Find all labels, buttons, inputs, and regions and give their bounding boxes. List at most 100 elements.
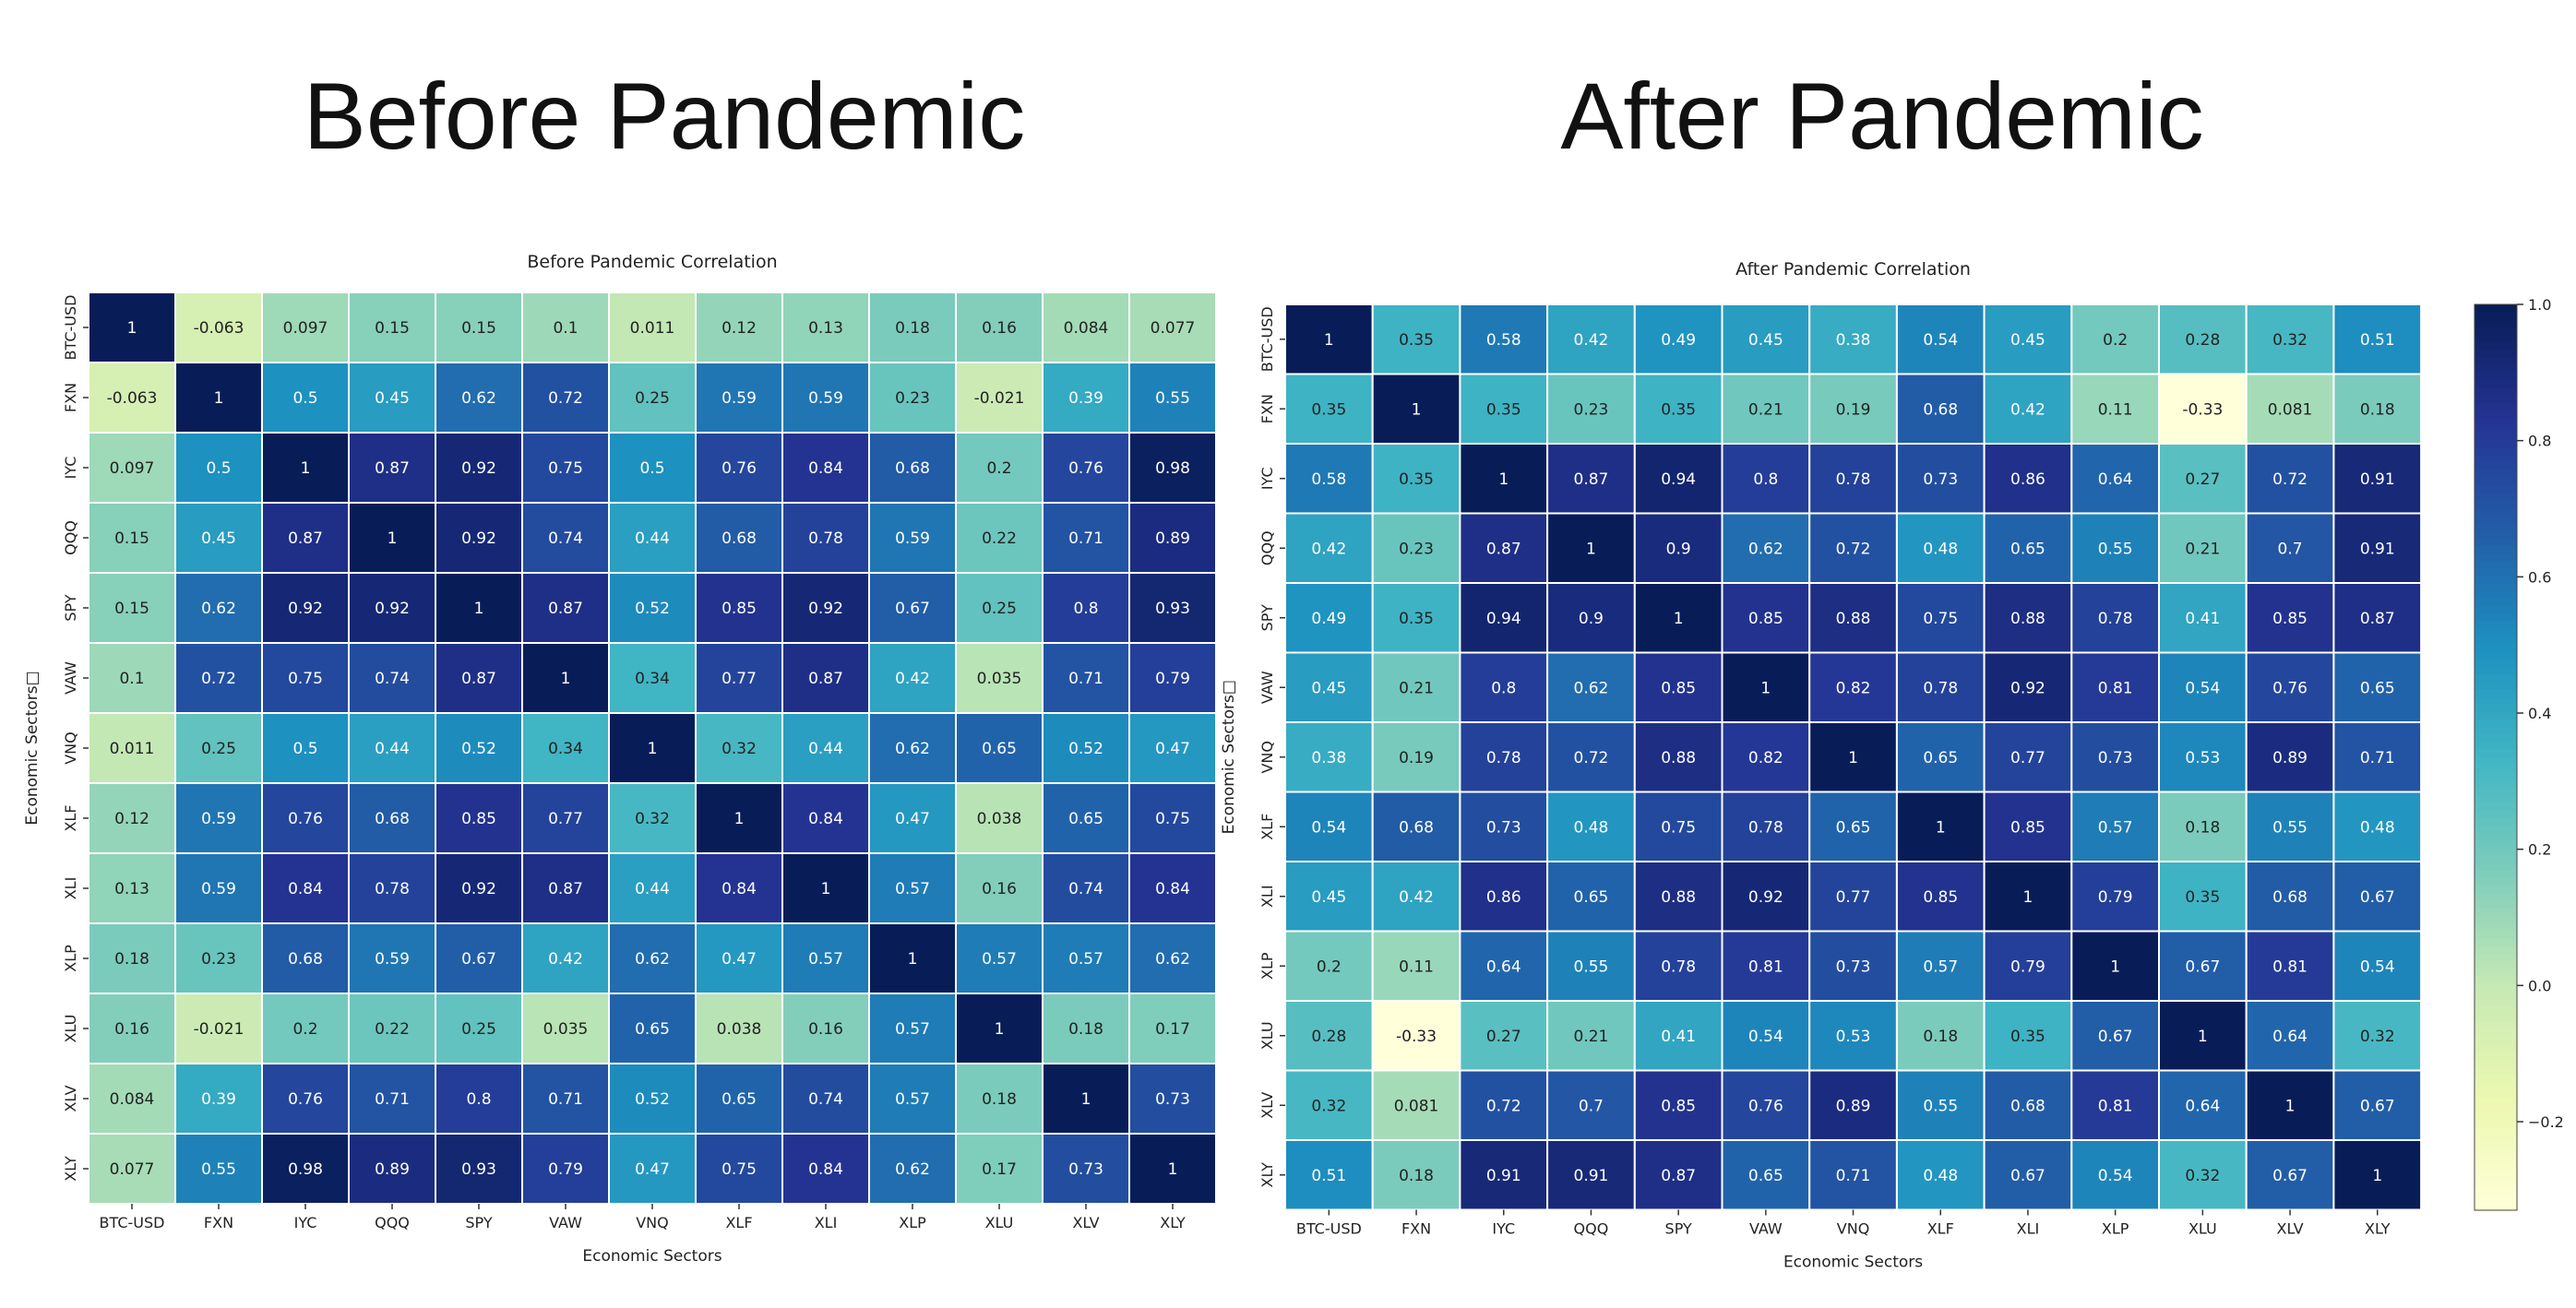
cell-value: 0.8: [1753, 470, 1778, 489]
cell-value: 0.32: [2272, 331, 2308, 350]
heatmap-cell: [261, 502, 350, 574]
cell-value: 0.48: [1923, 1167, 1958, 1185]
cell-value: 0.42: [2010, 400, 2045, 419]
cell-value: 0.68: [1399, 818, 1434, 837]
cell-value: 0.76: [1748, 1097, 1783, 1115]
cell-value: 0.5: [292, 389, 317, 408]
colorbar-segment: [2475, 372, 2517, 381]
cell-value: 0.47: [722, 950, 757, 969]
cell-value: 0.54: [2360, 957, 2395, 976]
heatmap-cell: [1895, 861, 1986, 933]
colorbar-segment: [2475, 915, 2517, 925]
heatmap-cell: [1042, 1063, 1130, 1135]
cell-value: 0.9: [1666, 540, 1691, 558]
colorbar-segment: [2475, 1029, 2517, 1038]
after-pandemic-heading: After Pandemic: [1560, 64, 2204, 169]
colorbar-segment: [2475, 673, 2517, 684]
cell-value: 0.25: [635, 389, 670, 408]
cell-value: 0.2: [2103, 331, 2128, 350]
cell-value: 0.91: [2360, 540, 2395, 558]
x-tick-label: BTC-USD: [100, 1214, 165, 1231]
cell-value: 0.45: [1311, 888, 1346, 907]
cell-value: 0.8: [1073, 600, 1098, 618]
heatmap-cell: [2332, 512, 2423, 584]
cell-value: 0.59: [895, 529, 930, 548]
cell-value: 0.7: [1579, 1097, 1604, 1115]
heatmap-cell: [1983, 373, 2073, 445]
colorbar-segment: [2475, 893, 2517, 902]
cell-value: 0.2: [292, 1020, 317, 1039]
colorbar-segment: [2475, 998, 2517, 1008]
colorbar-segment: [2475, 772, 2517, 781]
x-tick-label: XLU: [2188, 1220, 2217, 1238]
heatmap-cell: [2158, 1069, 2248, 1141]
cell-value: 0.68: [1923, 400, 1958, 419]
heatmap-cell: [1284, 443, 1374, 515]
cell-value: 0.47: [635, 1160, 670, 1179]
heatmap-cell: [868, 1133, 957, 1205]
x-tick-label: XLY: [2365, 1220, 2391, 1238]
cell-value: 0.92: [375, 600, 410, 618]
heatmap-cell: [2158, 1139, 2248, 1211]
cell-value: 0.67: [2360, 1097, 2395, 1115]
cell-value: 0.51: [2360, 331, 2395, 350]
y-tick-label: XLV: [1258, 1092, 1276, 1119]
cell-value: 1: [821, 880, 831, 898]
colorbar-segment: [2475, 727, 2517, 736]
colorbar-segment: [2475, 1202, 2517, 1211]
cell-value: 0.21: [2185, 540, 2220, 558]
cell-value: 0.77: [2010, 749, 2045, 767]
cell-value: 0.65: [982, 740, 1017, 758]
cell-value: 0.85: [722, 600, 757, 618]
cell-value: 0.9: [1579, 610, 1604, 628]
colorbar-tick-label: 1.0: [2528, 296, 2551, 314]
heatmap-cell: [1546, 1069, 1636, 1141]
colorbar-tick-label: −0.2: [2528, 1113, 2564, 1131]
heatmap-cell: [174, 993, 263, 1064]
colorbar-segment: [2475, 568, 2517, 577]
cell-value: 0.58: [1311, 470, 1346, 489]
heatmap-cell: [2070, 930, 2161, 1002]
heatmap-cell: [2070, 721, 2161, 793]
cell-value: 0.54: [2185, 679, 2220, 697]
heatmap-cell: [348, 922, 436, 994]
cell-value: 0.11: [1399, 957, 1434, 976]
heatmap-cell: [1721, 303, 1811, 375]
cell-value: 0.68: [722, 529, 757, 548]
y-tick-label: BTC-USD: [1258, 306, 1276, 372]
cell-value: 0.84: [808, 459, 843, 478]
cell-value: 0.87: [2360, 610, 2395, 628]
heatmap-cell: [868, 642, 957, 714]
heatmap-cell: [521, 642, 610, 714]
cell-value: 0.68: [895, 459, 930, 478]
heatmap-cell: [2332, 721, 2423, 793]
cell-value: 0.78: [1748, 818, 1783, 837]
heatmap-cell: [88, 362, 176, 434]
cell-value: -0.021: [194, 1020, 244, 1039]
heatmap-cell: [1983, 443, 2073, 515]
cell-value: 1: [908, 950, 918, 969]
cell-value: 1: [1168, 1160, 1178, 1179]
heatmap-cell: [1721, 582, 1811, 654]
colorbar-segment: [2475, 749, 2517, 758]
heatmap-cell: [1128, 362, 1217, 434]
heatmap-cell: [1895, 930, 1986, 1002]
heatmap-cell: [521, 572, 610, 644]
heatmap-cell: [1128, 1133, 1217, 1205]
cell-value: 1: [214, 389, 224, 408]
cell-value: 0.73: [1068, 1160, 1103, 1179]
cell-value: 0.038: [977, 810, 1022, 828]
y-tick-label: XLI: [1258, 885, 1276, 908]
heatmap-cell: [955, 922, 1044, 994]
colorbar: 1.0 0.8 0.6 0.4 0.2 0.0 −0.2: [2474, 296, 2564, 1211]
cell-value: 0.78: [1486, 749, 1521, 767]
cell-value: 0.47: [1155, 740, 1190, 758]
cell-value: 0.72: [1836, 540, 1871, 558]
cell-value: 0.44: [635, 529, 670, 548]
heatmap-cell: [868, 572, 957, 644]
cell-value: 1: [474, 600, 484, 618]
heatmap-cell: [2158, 582, 2248, 654]
cell-value: 0.45: [2010, 331, 2045, 350]
colorbar-segment: [2475, 621, 2517, 630]
cell-value: 0.52: [1068, 740, 1103, 758]
